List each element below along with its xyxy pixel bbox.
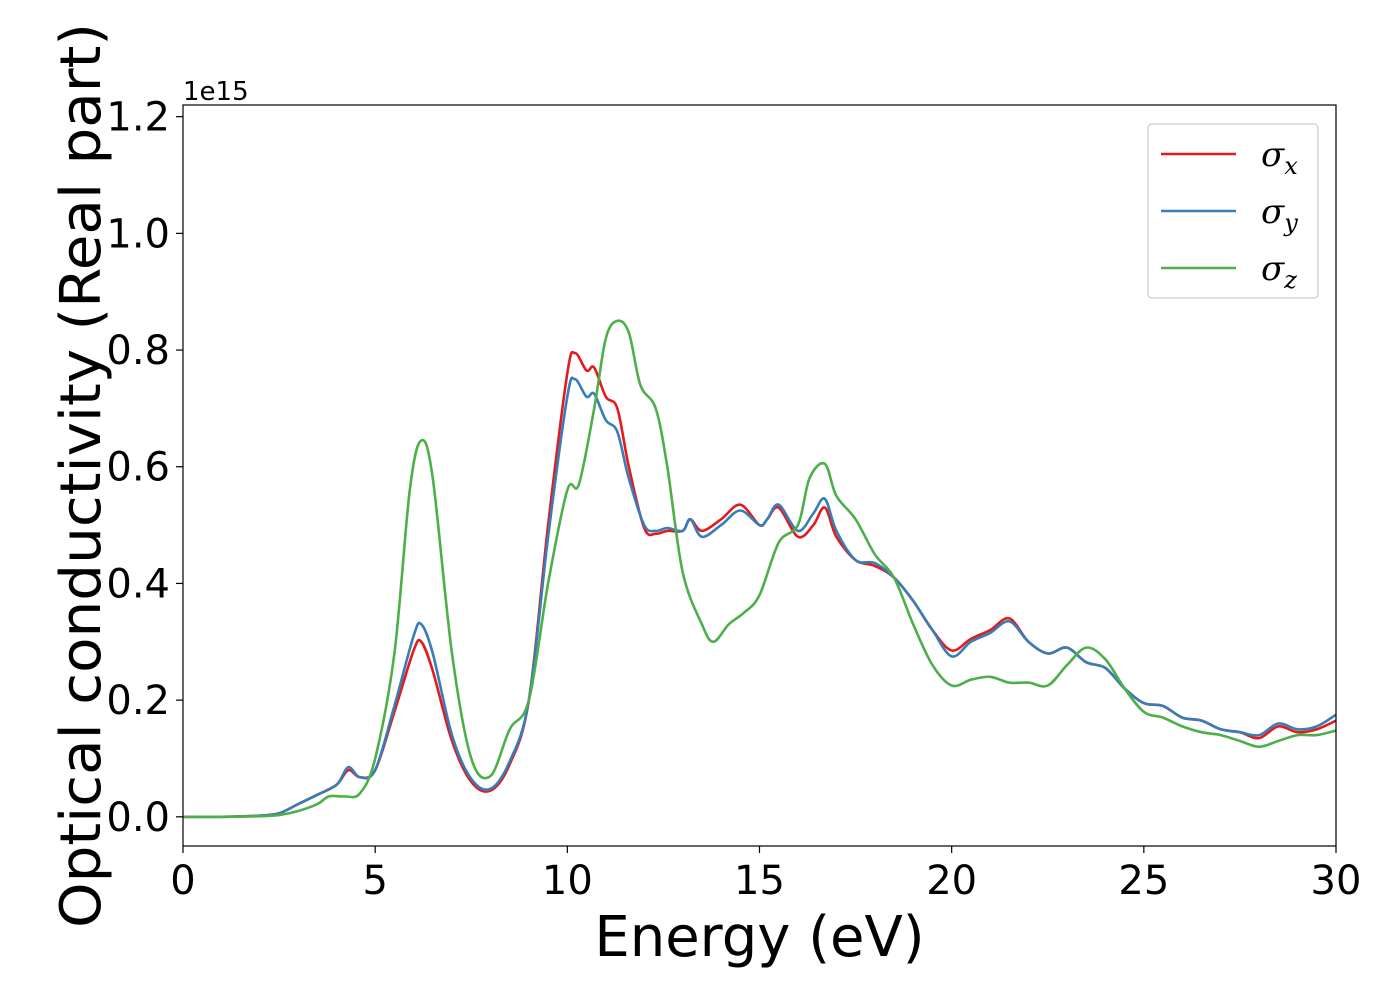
series-layer: [183, 319, 1336, 819]
y-axis-label: Optical conductivity (Real part): [49, 23, 114, 928]
y-tick-label: 0.0: [106, 795, 170, 841]
x-axis-ticks: 0 5 10 15 20 25 30: [170, 846, 1361, 904]
series-line-z: [183, 319, 1336, 819]
x-tick-label: 0: [170, 858, 195, 904]
x-tick-label: 15: [734, 858, 785, 904]
x-tick-label: 25: [1118, 858, 1169, 904]
series-line-x: [183, 350, 1336, 819]
y-tick-label: 0.6: [106, 445, 170, 491]
x-axis-label: Energy (eV): [594, 905, 924, 970]
x-tick-label: 20: [926, 858, 977, 904]
legend-label: σy: [1261, 192, 1298, 237]
legend-label: σx: [1261, 135, 1298, 180]
x-tick-label: 30: [1311, 858, 1362, 904]
y-tick-label: 1.0: [106, 211, 170, 257]
x-tick-label: 10: [542, 858, 593, 904]
y-tick-label: 0.2: [106, 678, 170, 724]
legend-item-y: σy: [1161, 192, 1298, 237]
y-tick-label: 0.4: [106, 561, 170, 607]
y-axis-offset-label: 1e15: [183, 77, 249, 107]
y-tick-label: 1.2: [106, 95, 170, 141]
y-tick-label: 0.8: [106, 328, 170, 374]
legend-item-x: σx: [1161, 135, 1298, 180]
series-line-y: [183, 376, 1336, 819]
x-tick-label: 5: [362, 858, 387, 904]
y-axis-ticks: 0.0 0.2 0.4 0.6 0.8 1.0 1.2: [106, 95, 183, 841]
